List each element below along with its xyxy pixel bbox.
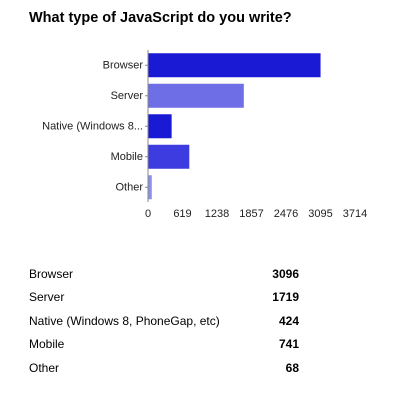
category-labels: Browser Server Native (Windows 8... Mobile O… — [42, 59, 143, 193]
bar — [148, 114, 172, 139]
summary-row: Native (Windows 8, PhoneGap, etc) 424 — [29, 309, 299, 333]
bar — [148, 83, 244, 108]
x-tick-label: 3714 — [343, 208, 367, 220]
summary-row-label: Mobile — [29, 337, 65, 352]
chart-title: What type of JavaScript do you write? — [29, 10, 292, 26]
category-label: Server — [111, 90, 144, 102]
x-tick-label: 1857 — [239, 208, 263, 220]
summary-row-value: 1719 — [272, 290, 299, 305]
summary-row: Server 1719 — [29, 286, 299, 310]
bar-series — [148, 53, 321, 200]
x-tick-label: 0 — [145, 208, 151, 220]
x-tick-labels: 0 619 1238 1857 2476 3095 3714 — [145, 208, 367, 220]
bar-chart: Browser Server Native (Windows 8... Mobile O… — [42, 50, 367, 220]
summary-row: Browser 3096 — [29, 262, 299, 286]
category-label: Browser — [103, 59, 144, 71]
summary-row-label: Server — [29, 290, 65, 305]
category-label: Native (Windows 8... — [42, 120, 143, 132]
x-tick-label: 3095 — [308, 208, 332, 220]
summary-row-value: 741 — [278, 337, 299, 352]
x-tick-label: 1238 — [205, 208, 229, 220]
summary-row: Other 68 — [29, 356, 299, 380]
category-label: Mobile — [111, 151, 143, 163]
summary-table: Browser 3096 Server 1719 Native (Windows… — [29, 262, 299, 380]
bar — [148, 175, 152, 200]
summary-row-label: Other — [29, 360, 60, 375]
x-axis — [145, 50, 149, 202]
summary-row-value: 68 — [285, 360, 299, 375]
summary-row: Mobile 741 — [29, 333, 299, 357]
x-tick-label: 619 — [173, 208, 191, 220]
bar — [148, 53, 321, 78]
summary-row-label: Native (Windows 8, PhoneGap, etc) — [29, 313, 220, 328]
summary-row-value: 3096 — [272, 266, 299, 281]
x-tick-label: 2476 — [274, 208, 298, 220]
summary-row-label: Browser — [29, 266, 74, 281]
bar — [148, 144, 190, 169]
summary-row-value: 424 — [278, 313, 299, 328]
category-label: Other — [115, 181, 143, 193]
